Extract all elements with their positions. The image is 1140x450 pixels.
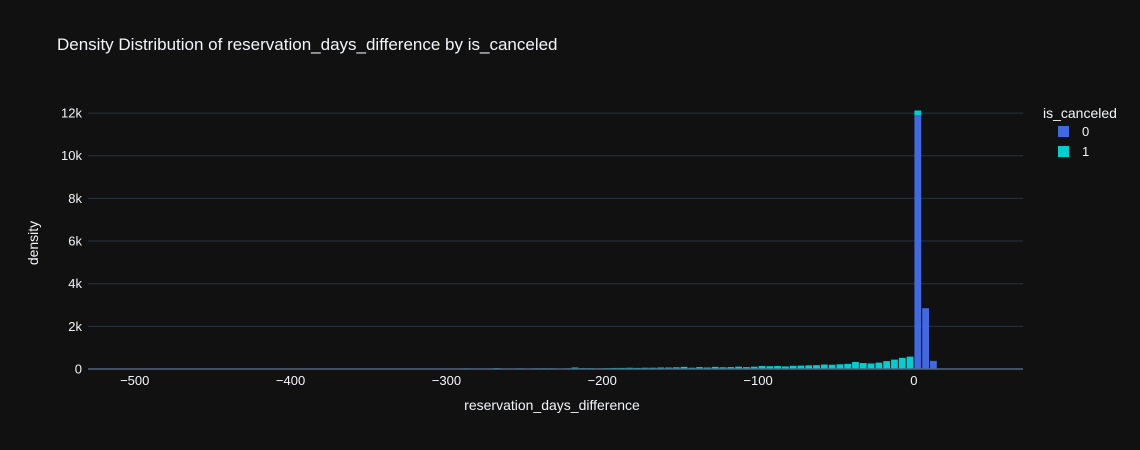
x-tick-label: −200: [588, 373, 617, 388]
legend-item-0[interactable]: 0: [1058, 124, 1089, 139]
bar-series-1: [789, 365, 797, 369]
bar-series-1: [743, 367, 750, 369]
x-axis-title: reservation_days_difference: [464, 397, 640, 413]
y-tick-label: 2k: [68, 319, 82, 334]
bar-series-1: [719, 367, 727, 369]
y-tick-label: 0: [75, 362, 82, 377]
bar-series-1: [891, 359, 898, 369]
y-tick-label: 8k: [68, 191, 82, 206]
bar-series-0: [922, 308, 929, 369]
bar-series-1: [852, 361, 859, 369]
x-tick-label: −300: [432, 373, 461, 388]
bar-series-1: [867, 363, 875, 369]
legend: is_canceled 0 1: [1043, 105, 1117, 159]
bar-series-1: [727, 367, 735, 369]
legend-title: is_canceled: [1043, 105, 1117, 121]
bar-series-1: [680, 366, 688, 369]
bar-series-1: [781, 366, 789, 369]
y-tick-label: 12k: [61, 106, 82, 121]
y-tick-label: 6k: [68, 234, 82, 249]
bar-series-1: [828, 364, 836, 369]
legend-label-0: 0: [1082, 124, 1089, 139]
bar-series-1: [875, 362, 883, 369]
bar-series-1: [805, 365, 813, 369]
gridlines: [88, 112, 1023, 327]
bar-series-1: [898, 357, 906, 369]
bar-series-1: [906, 356, 914, 369]
legend-swatch-1: [1058, 146, 1069, 157]
histogram-bars: [135, 110, 937, 369]
bar-series-1: [797, 365, 805, 369]
x-tick-label: −100: [743, 373, 772, 388]
bar-series-0: [930, 360, 937, 369]
bar-series-1: [758, 366, 766, 369]
bar-series-1: [883, 361, 891, 369]
bar-series-1: [696, 367, 704, 369]
axes: 0 2k 4k 6k 8k 10k 12k −500 −400 −300 −200 −100 0: [61, 106, 1023, 388]
bar-series-1: [813, 365, 820, 369]
y-tick-label: 10k: [61, 148, 82, 163]
bar-series-1: [914, 110, 922, 116]
bar-series-1: [820, 364, 828, 369]
bar-series-1: [859, 363, 867, 369]
legend-label-1: 1: [1082, 144, 1089, 159]
bar-series-1: [735, 366, 742, 369]
bar-series-1: [774, 366, 781, 369]
x-tick-label: −500: [120, 373, 149, 388]
x-tick-label: −400: [276, 373, 305, 388]
bar-series-1: [844, 363, 852, 369]
chart-title: Density Distribution of reservation_days…: [57, 35, 558, 54]
bar-series-1: [750, 366, 758, 369]
bar-series-1: [836, 364, 844, 369]
y-axis-title: density: [25, 221, 41, 265]
bar-series-1: [766, 366, 774, 369]
bar-series-1: [711, 366, 719, 369]
bar-series-0: [914, 115, 922, 369]
legend-item-1[interactable]: 1: [1058, 144, 1089, 159]
bar-series-1: [672, 367, 680, 369]
x-tick-label: 0: [910, 373, 917, 388]
legend-swatch-0: [1058, 126, 1069, 137]
y-tick-label: 4k: [68, 276, 82, 291]
